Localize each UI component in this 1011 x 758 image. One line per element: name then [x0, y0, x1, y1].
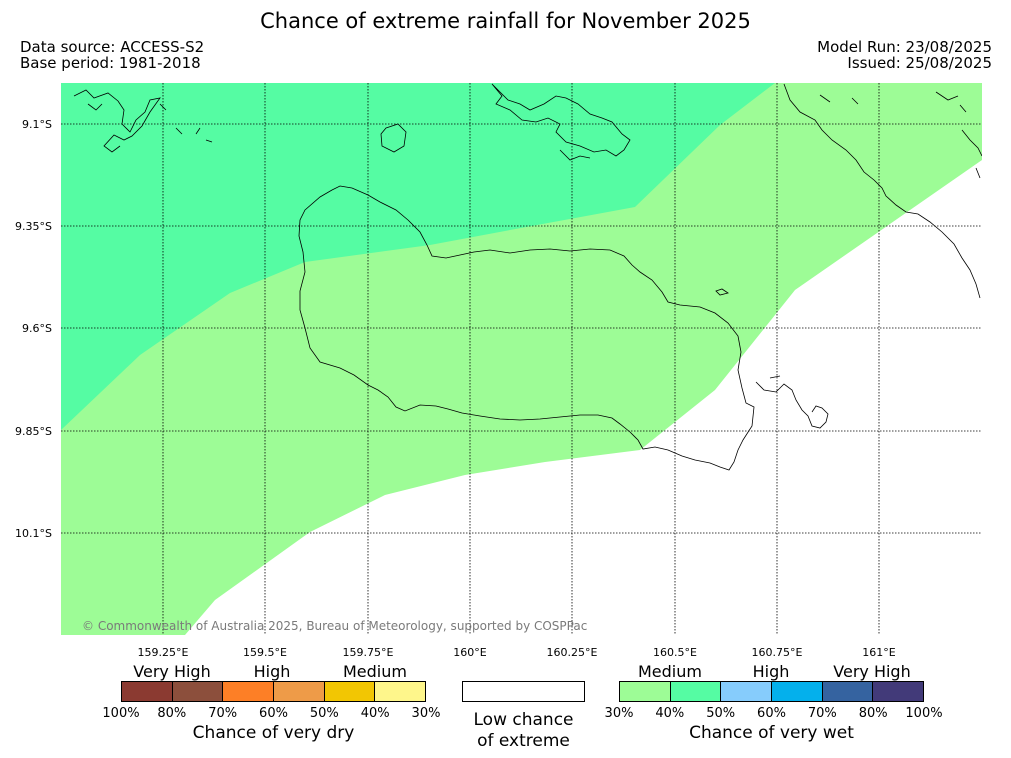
- model-run-text: Model Run: 23/08/2025: [817, 38, 992, 56]
- wet-tick-label: 40%: [655, 706, 685, 721]
- coastline-guadalcanal: [298, 185, 755, 471]
- coastline-savo: [380, 123, 407, 153]
- dry-tick-label: 40%: [360, 706, 390, 721]
- longitude-label: 160°E: [453, 646, 486, 659]
- dry-swatch-1: [122, 682, 173, 701]
- dry-tick-label: 30%: [411, 706, 441, 721]
- region-very-wet-high: [61, 83, 775, 430]
- low-chance-line2: of extreme: [477, 731, 570, 751]
- probability-regions: [61, 83, 982, 635]
- wet-swatch-1: [620, 682, 671, 701]
- wet-tick-label: 70%: [807, 706, 837, 721]
- latitude-label: 9.6°S: [22, 322, 52, 335]
- dry-label-very-high: Very High: [133, 662, 211, 681]
- dry-tick-label: 100%: [102, 706, 140, 721]
- longitude-labels: 159.25°E 159.5°E 159.75°E 160°E 160.25°E 160.…: [138, 646, 896, 659]
- wet-label-high: High: [752, 662, 790, 681]
- wet-swatch-5: [822, 682, 874, 701]
- wet-label-very-high: Very High: [833, 662, 911, 681]
- run-info: Model Run: 23/08/2025 Issued: 25/08/2025: [817, 39, 992, 71]
- wet-tick-label: 30%: [604, 706, 634, 721]
- dry-swatch-6: [375, 682, 426, 701]
- coastline-islet: [715, 288, 729, 296]
- dry-swatch-3: [223, 682, 275, 701]
- data-source-text: Data source: ACCESS-S2: [20, 38, 205, 56]
- page-title: Chance of extreme rainfall for November …: [260, 9, 751, 33]
- wet-label-medium: Medium: [638, 662, 702, 681]
- graticule: [61, 83, 982, 635]
- low-chance-caption: Low chance of extreme: [452, 710, 595, 752]
- longitude-label: 160.75°E: [752, 646, 803, 659]
- dry-tick-label: 50%: [309, 706, 339, 721]
- wet-colorbar: [619, 681, 924, 702]
- dry-colorbar: [121, 681, 426, 702]
- longitude-label: 160.25°E: [547, 646, 598, 659]
- dry-swatch-5: [324, 682, 376, 701]
- longitude-label: 159.75°E: [343, 646, 394, 659]
- dry-tick-label: 80%: [157, 706, 187, 721]
- dry-label-medium: Medium: [343, 662, 407, 681]
- latitude-label: 9.35°S: [15, 220, 52, 233]
- wet-swatch-6: [873, 682, 924, 701]
- latitude-label: 9.1°S: [22, 118, 52, 131]
- longitude-label: 159.5°E: [243, 646, 287, 659]
- wet-tick-label: 80%: [858, 706, 888, 721]
- wet-caption: Chance of very wet: [689, 723, 854, 743]
- wet-swatch-2: [670, 682, 722, 701]
- wet-tick-label: 60%: [757, 706, 786, 721]
- base-period-text: Base period: 1981-2018: [20, 54, 201, 72]
- dry-label-high: High: [253, 662, 291, 681]
- dry-caption: Chance of very dry: [192, 723, 355, 743]
- dry-tick-label: 60%: [259, 706, 288, 721]
- data-source-info: Data source: ACCESS-S2 Base period: 1981…: [20, 39, 204, 71]
- wet-tick-label: 100%: [905, 706, 943, 721]
- issued-text: Issued: 25/08/2025: [847, 54, 992, 72]
- latitude-label: 10.1°S: [15, 527, 52, 540]
- wet-swatch-4: [772, 682, 823, 701]
- longitude-label: 160.5°E: [653, 646, 697, 659]
- coastline-marau: [755, 375, 829, 429]
- coastline-florida-islands: [491, 83, 631, 161]
- dry-tick-label: 70%: [208, 706, 238, 721]
- wet-swatch-3: [721, 682, 773, 701]
- dry-swatch-4: [274, 682, 325, 701]
- low-chance-line1: Low chance: [473, 710, 574, 730]
- low-chance-swatch: [462, 681, 585, 702]
- coastlines: [73, 83, 982, 471]
- latitude-label: 9.85°S: [15, 425, 52, 438]
- latitude-labels: 9.1°S 9.35°S 9.6°S 9.85°S 10.1°S: [15, 118, 52, 540]
- dry-swatch-2: [172, 682, 224, 701]
- coastline-malaita: [783, 83, 982, 299]
- wet-tick-label: 50%: [706, 706, 736, 721]
- rainfall-map: 9.1°S9.35°S9.6°S9.85°S10.1°S 159.25°E 159…: [15, 83, 982, 659]
- copyright-text: © Commonwealth of Australia 2025, Bureau…: [82, 619, 587, 633]
- longitude-label: 161°E: [862, 646, 895, 659]
- longitude-label: 159.25°E: [138, 646, 189, 659]
